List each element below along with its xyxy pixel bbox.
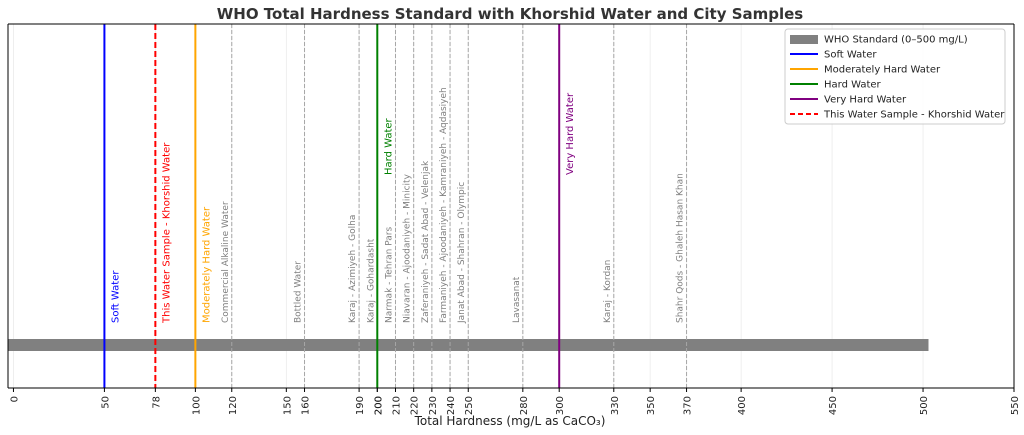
x-tick-label: 200 <box>373 396 384 415</box>
x-tick-label: 150 <box>282 396 293 415</box>
x-tick-label: 160 <box>301 396 312 415</box>
x-tick-label: 210 <box>391 396 402 415</box>
legend-entry: Very Hard Water <box>824 95 907 106</box>
x-tick-label: 500 <box>919 396 930 415</box>
legend-entry: Hard Water <box>824 80 882 91</box>
sample-label: Shahr Qods - Ghaleh Hasan Khan <box>676 173 686 323</box>
sample-label: Commercial Alkaline Water <box>221 201 231 323</box>
legend-swatch <box>790 35 818 44</box>
legend-entry: Soft Water <box>824 50 877 61</box>
reference-label: Soft Water <box>110 270 121 323</box>
x-tick-label: 550 <box>1010 396 1021 415</box>
x-tick-label: 50 <box>100 396 111 409</box>
legend: WHO Standard (0–500 mg/L) Soft Water Moder… <box>784 28 1006 125</box>
reference-label: This Water Sample - Khorshid Water <box>161 142 172 324</box>
x-tick-label: 240 <box>446 396 457 415</box>
x-tick-label: 100 <box>191 396 202 415</box>
sample-label: Farmaniyeh - Ajoodaniyeh - Kamraniyeh - … <box>439 87 449 323</box>
legend-entry: Moderately Hard Water <box>824 65 941 76</box>
plot-area: Commercial Alkaline Water Bottled Water Ka… <box>7 23 1021 415</box>
x-axis-label: Total Hardness (mg/L as CaCO₃) <box>414 414 606 428</box>
legend-box <box>784 28 1006 125</box>
sample-label: Karaj - Gohardasht <box>366 238 376 323</box>
x-tick-label: 400 <box>737 396 748 415</box>
x-tick-label: 78 <box>151 396 162 409</box>
legend-entry: WHO Standard (0–500 mg/L) <box>824 35 968 46</box>
x-tick-label: 0 <box>9 396 20 402</box>
x-tick-label: 330 <box>610 396 621 415</box>
x-tick-label: 280 <box>519 396 530 415</box>
x-tick-label: 120 <box>228 396 239 415</box>
sample-label: Janat Abad - Shahran - Olympic <box>457 182 467 324</box>
x-tick-label: 220 <box>410 396 421 415</box>
x-tick-label: 370 <box>683 396 694 415</box>
sample-label: Karaj - Azimiyeh - Golha <box>348 215 358 323</box>
x-tick-label: 350 <box>646 396 657 415</box>
x-tick-label: 250 <box>464 396 475 415</box>
reference-label: Very Hard Water <box>565 92 576 175</box>
legend-entry: This Water Sample - Khorshid Water <box>823 110 1005 121</box>
chart-title: WHO Total Hardness Standard with Khorshi… <box>217 5 804 23</box>
sample-label: Lavasanat <box>512 276 522 323</box>
reference-label: Moderately Hard Water <box>201 206 212 323</box>
reference-label: Hard Water <box>383 117 394 175</box>
x-tick-label: 230 <box>428 396 439 415</box>
x-tick-label: 300 <box>555 396 566 415</box>
sample-label: Bottled Water <box>294 261 304 323</box>
sample-label: Karaj - Kordan <box>603 260 613 323</box>
x-tick-label: 190 <box>355 396 366 415</box>
sample-label: Niavaran - Ajoodaniyeh - Minicity <box>403 173 413 323</box>
sample-label: Narmak - Tehran Pars <box>384 227 394 323</box>
x-tick-label: 450 <box>828 396 839 415</box>
x-tick-label: 200 <box>373 396 384 415</box>
sample-label: Zaferaniyeh - Sadat Abad - Velenjak <box>421 160 431 323</box>
